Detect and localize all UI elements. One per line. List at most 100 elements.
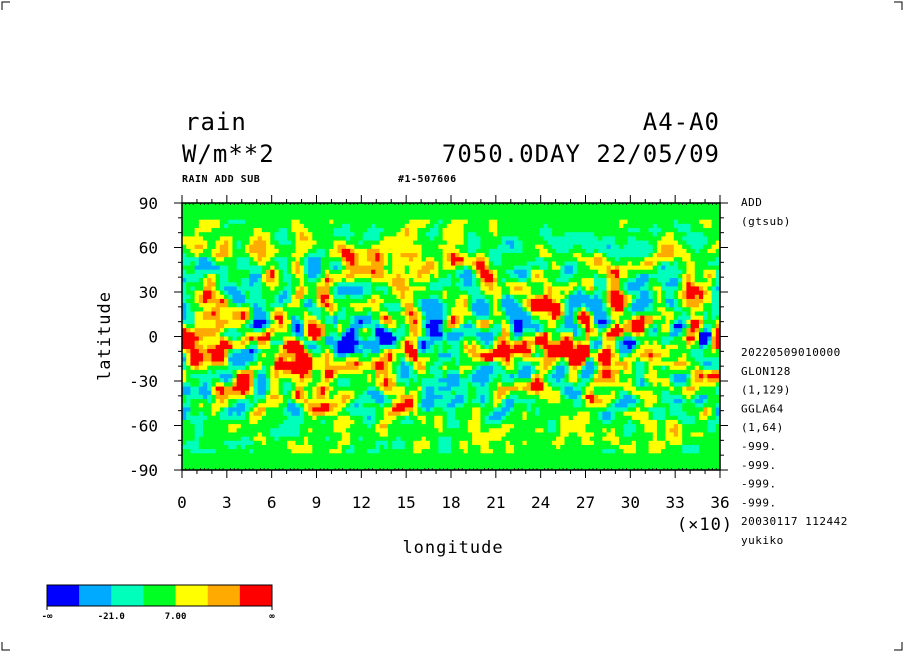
field-cell: [232, 303, 238, 308]
field-cell: [686, 298, 692, 304]
field-cell: [606, 307, 612, 313]
field-cell: [480, 319, 486, 325]
field-cell: [308, 257, 313, 262]
field-cell: [694, 332, 700, 338]
field-cell: [211, 282, 217, 288]
field-cell: [682, 303, 687, 308]
field-cell: [661, 323, 666, 329]
field-cell: [190, 265, 196, 271]
field-cell: [665, 282, 671, 288]
field-cell: [434, 273, 439, 279]
field-cell: [589, 340, 595, 346]
field-cell: [686, 223, 692, 229]
field-cell: [337, 315, 343, 321]
field-cell: [387, 265, 393, 271]
field-cell: [278, 273, 284, 279]
field-cell: [350, 253, 355, 258]
field-cell: [308, 203, 313, 208]
field-cell: [518, 215, 524, 221]
field-cell: [715, 340, 720, 346]
field-cell: [703, 240, 708, 246]
field-cell: [329, 282, 334, 288]
field-cell: [253, 219, 259, 225]
field-cell: [488, 323, 494, 329]
field-cell: [396, 319, 402, 325]
field-cell: [404, 349, 410, 354]
field-cell: [707, 253, 713, 258]
field-cell: [535, 240, 540, 246]
field-cell: [505, 315, 511, 321]
field-cell: [182, 344, 187, 350]
field-cell: [484, 319, 490, 325]
field-cell: [303, 294, 309, 300]
field-cell: [459, 340, 465, 346]
field-cell: [640, 340, 645, 346]
field-cell: [535, 282, 540, 288]
field-cell: [690, 282, 696, 288]
field-cell: [648, 323, 654, 329]
field-cell: [392, 215, 397, 221]
field-cell: [455, 248, 460, 254]
field-cell: [661, 332, 666, 338]
field-cell: [245, 311, 250, 317]
field-cell: [547, 353, 553, 358]
field-cell: [509, 232, 515, 237]
field-cell: [585, 219, 591, 225]
field-cell: [417, 332, 423, 338]
field-cell: [362, 286, 368, 292]
field-cell: [551, 269, 557, 275]
field-cell: [287, 265, 292, 271]
field-cell: [446, 303, 452, 308]
field-cell: [354, 294, 360, 300]
field-cell: [589, 265, 595, 271]
field-cell: [606, 240, 612, 246]
field-cell: [610, 253, 616, 258]
field-cell: [429, 207, 435, 212]
field-cell: [560, 336, 566, 342]
field-cell: [291, 257, 297, 262]
field-cell: [467, 344, 473, 350]
field-cell: [602, 357, 608, 363]
field-cell: [556, 282, 561, 288]
field-cell: [593, 211, 599, 217]
field-cell: [472, 290, 477, 296]
field-cell: [257, 357, 263, 363]
field-cell: [261, 232, 267, 237]
field-cell: [400, 211, 406, 217]
field-cell: [371, 253, 376, 258]
field-cell: [556, 278, 561, 283]
field-cell: [463, 273, 469, 279]
field-cell: [518, 336, 524, 342]
field-cell: [337, 257, 343, 262]
field-cell: [652, 269, 658, 275]
field-cell: [417, 344, 423, 350]
field-cell: [329, 303, 334, 308]
field-cell: [602, 253, 608, 258]
field-cell: [232, 265, 238, 271]
field-cell: [455, 211, 460, 217]
field-cell: [501, 298, 507, 304]
field-cell: [320, 323, 326, 329]
field-cell: [472, 311, 477, 317]
field-cell: [219, 357, 225, 363]
field-cell: [480, 269, 486, 275]
field-cell: [526, 248, 532, 254]
field-cell: [631, 307, 637, 313]
field-cell: [278, 340, 284, 346]
field-cell: [219, 353, 225, 358]
field-cell: [274, 232, 280, 237]
field-cell: [219, 319, 225, 325]
field-cell: [568, 328, 574, 333]
field-cell: [690, 319, 696, 325]
field-cell: [404, 357, 410, 363]
field-cell: [425, 319, 431, 325]
field-cell: [249, 319, 255, 325]
field-cell: [434, 257, 439, 262]
field-cell: [585, 303, 591, 308]
field-cell: [480, 311, 486, 317]
field-cell: [291, 207, 297, 212]
field-cell: [690, 349, 696, 354]
field-cell: [375, 286, 381, 292]
field-cell: [476, 353, 482, 358]
field-cell: [627, 211, 633, 217]
